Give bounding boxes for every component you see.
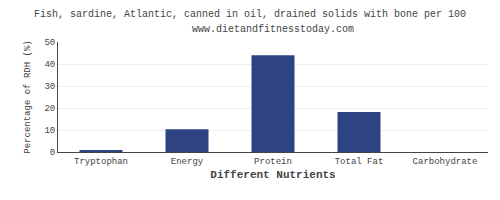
svg-text:Tryptophan: Tryptophan — [74, 157, 128, 167]
svg-text:10: 10 — [44, 126, 55, 136]
svg-text:Total Fat: Total Fat — [335, 157, 384, 167]
svg-text:0: 0 — [50, 148, 55, 158]
svg-text:Fish, sardine, Atlantic, canne: Fish, sardine, Atlantic, canned in oil, … — [34, 9, 466, 20]
svg-text:40: 40 — [44, 60, 55, 70]
svg-text:50: 50 — [44, 38, 55, 48]
svg-text:20: 20 — [44, 104, 55, 114]
svg-text:Carbohydrate: Carbohydrate — [413, 157, 478, 167]
svg-text:Protein: Protein — [254, 157, 292, 167]
svg-text:30: 30 — [44, 82, 55, 92]
svg-text:Different Nutrients: Different Nutrients — [210, 169, 335, 181]
svg-text:Energy: Energy — [171, 157, 204, 167]
svg-text:www.dietandfitnesstoday.com: www.dietandfitnesstoday.com — [192, 24, 354, 35]
svg-text:Percentage of RDH (%): Percentage of RDH (%) — [23, 40, 33, 153]
